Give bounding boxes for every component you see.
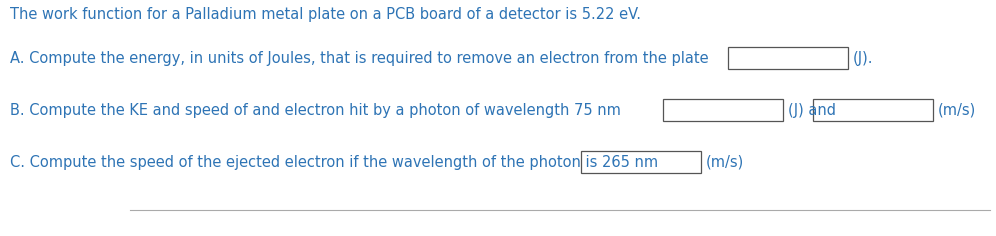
FancyBboxPatch shape — [581, 151, 701, 173]
Text: (m/s): (m/s) — [706, 155, 744, 169]
Text: (J) and: (J) and — [788, 102, 836, 118]
Text: The work function for a Palladium metal plate on a PCB board of a detector is 5.: The work function for a Palladium metal … — [10, 7, 641, 21]
FancyBboxPatch shape — [728, 47, 848, 69]
Text: C. Compute the speed of the ejected electron if the wavelength of the photon is : C. Compute the speed of the ejected elec… — [10, 155, 658, 169]
Text: (m/s): (m/s) — [938, 102, 976, 118]
Text: A. Compute the energy, in units of Joules, that is required to remove an electro: A. Compute the energy, in units of Joule… — [10, 51, 708, 66]
FancyBboxPatch shape — [663, 99, 783, 121]
Text: B. Compute the KE and speed of and electron hit by a photon of wavelength 75 nm: B. Compute the KE and speed of and elect… — [10, 102, 621, 118]
FancyBboxPatch shape — [813, 99, 933, 121]
Text: (J).: (J). — [853, 51, 873, 66]
